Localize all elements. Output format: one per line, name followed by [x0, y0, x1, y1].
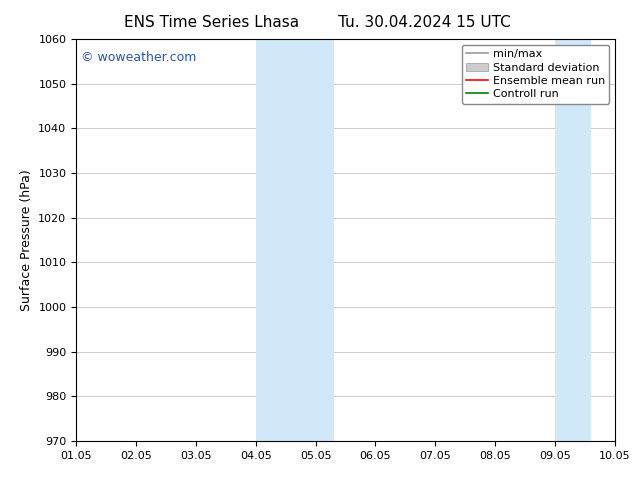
- Text: ENS Time Series Lhasa        Tu. 30.04.2024 15 UTC: ENS Time Series Lhasa Tu. 30.04.2024 15 …: [124, 15, 510, 30]
- Text: © woweather.com: © woweather.com: [81, 51, 197, 64]
- Bar: [573, 39, 591, 441]
- Bar: [316, 39, 333, 441]
- Legend: min/max, Standard deviation, Ensemble mean run, Controll run: min/max, Standard deviation, Ensemble me…: [462, 45, 609, 104]
- Bar: [256, 39, 316, 441]
- Bar: [555, 39, 573, 441]
- Y-axis label: Surface Pressure (hPa): Surface Pressure (hPa): [20, 169, 33, 311]
